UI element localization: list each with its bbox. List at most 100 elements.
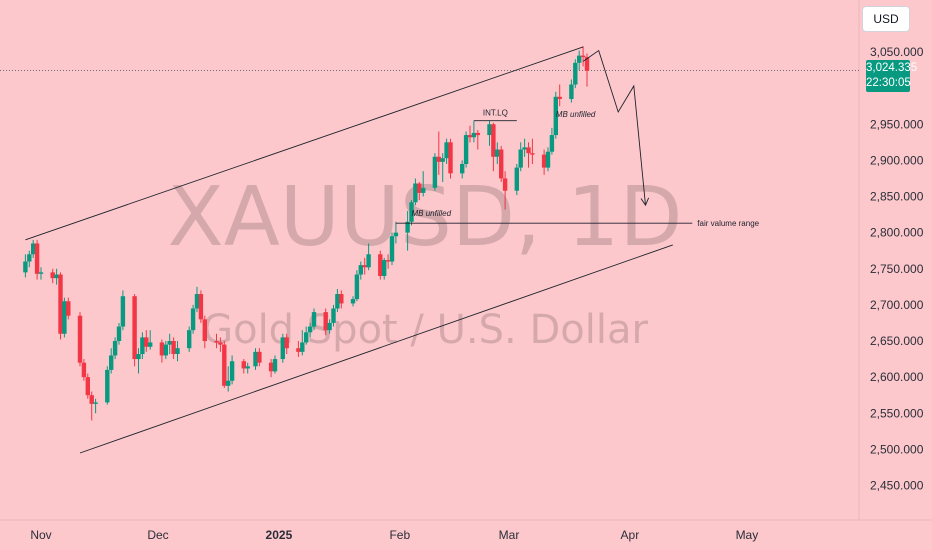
candle-body xyxy=(569,84,574,99)
channel-trend-line[interactable] xyxy=(25,46,584,241)
candle-body xyxy=(471,132,477,138)
price-tick-label: 2,500.000 xyxy=(870,442,924,456)
candle xyxy=(54,268,59,285)
candle-body xyxy=(409,202,414,222)
candle-body xyxy=(440,158,445,162)
projection-arrowhead xyxy=(640,197,650,207)
candle xyxy=(366,243,371,271)
candle-body xyxy=(354,274,360,300)
price-tick-label: 2,750.000 xyxy=(870,262,924,276)
candle-body xyxy=(202,319,207,341)
candle-body xyxy=(175,348,180,355)
candle xyxy=(38,267,44,280)
candle xyxy=(148,330,153,350)
candle-body xyxy=(144,337,149,347)
currency-button[interactable]: USD xyxy=(862,6,910,32)
candle-body xyxy=(120,296,126,327)
candle-body xyxy=(109,355,114,370)
candle-body xyxy=(463,135,469,164)
candle xyxy=(545,147,551,172)
price-tick-label: 2,850.000 xyxy=(870,190,924,204)
candle-body xyxy=(140,337,145,355)
candle-body xyxy=(491,124,496,157)
candle xyxy=(112,337,118,360)
candle-body xyxy=(577,55,582,63)
price-tick-label: 2,650.000 xyxy=(870,334,924,348)
candle-body xyxy=(58,274,63,334)
candle-body xyxy=(62,301,67,334)
candle xyxy=(296,341,301,357)
candle xyxy=(284,333,289,355)
candle xyxy=(93,398,98,414)
candle-body xyxy=(77,315,83,363)
candle-body xyxy=(499,149,504,179)
projection-path[interactable] xyxy=(582,49,646,206)
candle-body xyxy=(573,62,578,85)
drawings: fair valume range INT.LQ MB unfilled MB unf… xyxy=(25,46,760,454)
watermark: XAUUSD, 1D Gold Spot / U.S. Dollar xyxy=(168,170,683,353)
candle xyxy=(144,330,149,352)
candle xyxy=(522,138,527,157)
price-tick-label: 2,900.000 xyxy=(870,153,924,167)
candle xyxy=(495,142,500,164)
candle xyxy=(475,130,480,150)
candle xyxy=(354,270,360,302)
candle xyxy=(202,315,207,349)
candle xyxy=(436,131,441,175)
candle xyxy=(526,142,531,168)
candle xyxy=(198,290,204,323)
candle xyxy=(187,326,192,352)
channel-trend-line[interactable] xyxy=(79,244,673,454)
candle xyxy=(280,333,285,363)
candle xyxy=(31,239,36,258)
candle-body xyxy=(229,361,235,381)
candle-body xyxy=(522,147,527,150)
candle xyxy=(194,286,200,313)
candle xyxy=(580,46,586,67)
candle xyxy=(218,337,223,352)
candle-body xyxy=(378,254,383,276)
candle xyxy=(89,391,94,421)
time-tick-label: 2025 xyxy=(266,528,293,542)
candle xyxy=(34,239,40,280)
candle xyxy=(190,304,196,334)
candle-body xyxy=(194,294,200,309)
candle xyxy=(502,171,508,210)
candle-body xyxy=(257,351,262,363)
candle xyxy=(272,355,278,374)
mb-unfilled-label: MB unfilled xyxy=(412,209,452,218)
price-tick-label: 2,700.000 xyxy=(870,298,924,312)
candle xyxy=(358,261,363,280)
price-tick-label: 2,450.000 xyxy=(870,479,924,493)
candle-body xyxy=(226,380,231,386)
candle-body xyxy=(34,243,40,274)
candle xyxy=(569,79,574,103)
time-tick-label: Dec xyxy=(147,528,168,542)
candle xyxy=(382,257,387,280)
candle xyxy=(253,348,258,370)
time-axis[interactable]: Nov Dec 2025 Feb Mar Apr May xyxy=(30,528,758,542)
candle xyxy=(444,138,449,164)
candle xyxy=(77,312,83,367)
candle-body xyxy=(268,362,274,372)
candle xyxy=(81,359,87,381)
candle-body xyxy=(417,183,422,193)
candle xyxy=(132,294,137,367)
candle-body xyxy=(253,351,258,367)
candle-body xyxy=(38,272,44,274)
candle xyxy=(393,221,399,244)
candle xyxy=(362,257,367,275)
candle-body xyxy=(300,342,305,352)
candle-body xyxy=(245,366,250,369)
candle-body xyxy=(85,377,90,396)
candle-body xyxy=(304,332,309,343)
candle xyxy=(499,145,504,183)
candle-body xyxy=(421,187,426,193)
candle-body xyxy=(514,167,519,191)
candle xyxy=(467,125,473,143)
price-axis[interactable]: 3,050.000 2,950.000 2,900.000 2,850.000 2,80… xyxy=(870,45,924,493)
candle xyxy=(514,163,519,196)
candle-body xyxy=(89,395,94,404)
candle-body xyxy=(190,308,196,331)
